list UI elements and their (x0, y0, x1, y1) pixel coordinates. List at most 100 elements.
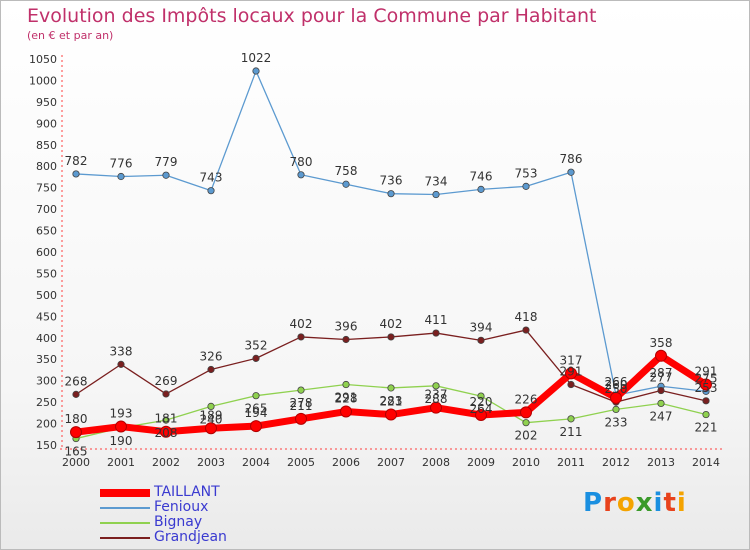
data-point (297, 171, 305, 179)
data-label: 275 (695, 371, 718, 385)
legend-item-taillant: TAILLANT (100, 485, 227, 500)
data-point (657, 386, 665, 395)
logo-letter: x (635, 488, 654, 518)
data-point (432, 329, 440, 337)
data-label: 266 (605, 375, 628, 389)
data-label: 240 (200, 412, 223, 426)
data-label: 753 (515, 166, 538, 180)
y-tick-label: 300 (36, 375, 57, 388)
data-point (115, 420, 127, 433)
y-tick-label: 900 (36, 117, 57, 130)
logo-letter: r (603, 488, 617, 518)
legend-label: Bignay (154, 514, 203, 530)
data-label: 338 (110, 344, 133, 358)
legend-label: Fenioux (154, 499, 209, 515)
data-label: 221 (380, 395, 403, 409)
data-point (432, 382, 440, 390)
data-label: 265 (245, 402, 268, 416)
data-point (565, 367, 577, 380)
data-point (612, 405, 620, 414)
data-point (522, 326, 530, 334)
data-label: 758 (335, 164, 358, 178)
data-point (252, 354, 260, 362)
x-tick-label: 2012 (602, 456, 630, 469)
legend-swatch (100, 521, 150, 524)
logo-letter: i (653, 488, 664, 518)
legend-item-grandjean: Grandjean (100, 530, 227, 545)
data-point (477, 336, 485, 344)
data-point (385, 408, 397, 421)
y-tick-label: 850 (36, 139, 57, 152)
chart-title: Evolution des Impôts locaux pour la Comm… (27, 5, 597, 27)
x-tick-label: 2004 (242, 456, 270, 469)
data-label: 418 (515, 310, 538, 324)
y-tick-label: 800 (36, 160, 57, 173)
data-point (117, 360, 125, 368)
data-point (477, 185, 485, 193)
data-point (162, 390, 170, 398)
legend: TAILLANT Fenioux Bignay Grandjean (100, 485, 227, 545)
data-label: 326 (200, 350, 223, 364)
data-label: 260 (605, 378, 628, 392)
data-label: 247 (650, 409, 673, 423)
data-point (252, 67, 260, 75)
y-tick-label: 1000 (29, 74, 57, 87)
logo-letter: i (676, 488, 687, 518)
data-point (657, 399, 665, 407)
legend-label: TAILLANT (154, 484, 220, 500)
data-label: 746 (470, 169, 493, 183)
y-tick-label: 250 (36, 396, 57, 409)
data-label: 189 (200, 408, 223, 422)
y-tick-label: 750 (36, 182, 57, 195)
data-label: 211 (290, 399, 313, 413)
data-point (70, 426, 82, 439)
data-label: 208 (155, 426, 178, 440)
data-point (342, 180, 350, 188)
data-label: 211 (560, 425, 583, 439)
data-point (162, 171, 170, 179)
data-point (207, 402, 215, 410)
data-label: 736 (380, 174, 403, 188)
data-point (522, 419, 530, 427)
data-point (340, 405, 352, 418)
x-tick-label: 2009 (467, 456, 495, 469)
legend-swatch (100, 488, 150, 497)
y-tick-label: 200 (36, 418, 57, 431)
data-label: 317 (560, 353, 583, 367)
data-label: 352 (245, 338, 268, 352)
data-point (342, 380, 350, 389)
data-label: 396 (335, 319, 358, 333)
data-point (117, 172, 125, 181)
data-point (432, 190, 440, 199)
x-tick-label: 2005 (287, 456, 315, 469)
data-point (207, 365, 215, 374)
data-label: 786 (560, 152, 583, 166)
data-point (430, 401, 442, 414)
data-point (475, 408, 487, 421)
y-tick-label: 950 (36, 96, 57, 109)
data-label: 743 (200, 171, 223, 185)
data-label: 287 (650, 366, 673, 380)
x-tick-label: 2013 (647, 456, 675, 469)
data-label: 233 (605, 415, 628, 429)
data-label: 734 (425, 175, 448, 189)
data-label: 277 (650, 371, 673, 385)
data-point (207, 187, 215, 195)
data-point (160, 425, 172, 438)
data-label: 779 (155, 155, 178, 169)
data-label: 411 (425, 313, 448, 327)
data-label: 291 (695, 365, 718, 379)
data-label: 288 (425, 392, 448, 406)
logo-letter: o (616, 488, 636, 518)
data-label: 782 (65, 154, 88, 168)
x-tick-label: 2007 (377, 456, 405, 469)
data-label: 165 (65, 445, 88, 459)
data-label: 394 (470, 320, 493, 334)
data-point (387, 333, 395, 341)
y-tick-label: 600 (36, 246, 57, 259)
data-label: 253 (695, 381, 718, 395)
data-point (387, 384, 395, 392)
chart-subtitle: (en € et par an) (27, 29, 114, 42)
proxiti-logo: Proxiti (583, 488, 687, 518)
